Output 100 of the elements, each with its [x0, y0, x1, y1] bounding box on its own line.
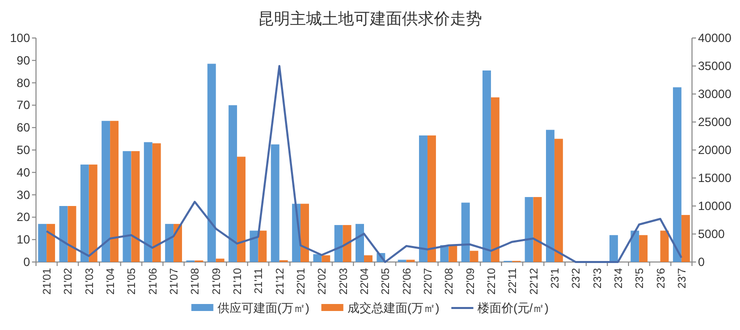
y-tick-label: 70 — [16, 98, 30, 112]
x-tick-label: 23'1 — [549, 268, 562, 288]
bar — [524, 197, 534, 262]
line-series — [46, 65, 682, 263]
x-tick-label: 23'2 — [570, 268, 583, 288]
legend-label: 供应可建面(万㎡) — [217, 301, 310, 315]
x-tick-label: 22'11 — [507, 268, 520, 294]
x-tick-label: 21'03 — [84, 268, 96, 295]
legend-label: 成交总建面(万㎡) — [347, 301, 440, 315]
y-tick-label: 20 — [16, 210, 30, 224]
x-tick-label: 21'04 — [105, 268, 118, 295]
bar — [419, 135, 428, 262]
x-tick-label: 22'08 — [444, 268, 456, 295]
x-tick-label: 21'08 — [190, 268, 202, 295]
bar — [681, 214, 690, 262]
bar — [88, 164, 98, 262]
x-tick-label: 23'7 — [676, 268, 688, 288]
y2-tick-label: 5000 — [698, 227, 726, 241]
y-tick-label: 0 — [23, 255, 30, 269]
bar — [68, 206, 76, 262]
bar — [356, 224, 364, 262]
x-tick-label: 22'05 — [380, 268, 392, 295]
bar — [258, 230, 267, 262]
x-tick-label: 23'3 — [592, 268, 604, 288]
x-tick-label: 22'01 — [296, 268, 308, 295]
title: 昆明主城土地可建面供求价走势 — [258, 11, 482, 28]
bar — [144, 142, 152, 262]
bar — [237, 156, 246, 262]
bar — [80, 164, 89, 262]
bar — [461, 202, 470, 262]
bar — [250, 230, 258, 262]
bar — [38, 224, 47, 262]
bar — [228, 105, 238, 262]
y-tick-label: 40 — [16, 165, 30, 180]
bar — [207, 64, 216, 262]
y-tick-label: 60 — [16, 120, 30, 135]
bar — [672, 87, 682, 262]
y-tick-label: 100 — [10, 31, 30, 45]
y2-tick-label: 10000 — [698, 199, 732, 213]
bar — [448, 245, 458, 262]
x-tick-label: 23'5 — [634, 268, 646, 288]
x-tick-label: 22'03 — [338, 268, 350, 295]
x-tick-label: 21'11 — [253, 268, 266, 294]
bar — [59, 206, 68, 262]
y2-tick-label: 0 — [698, 255, 705, 269]
y-tick-label: 30 — [16, 188, 30, 202]
bar — [174, 224, 182, 262]
y-tick-label: 50 — [16, 143, 30, 157]
y2-tick-label: 30000 — [698, 87, 732, 101]
y2-tick-label: 35000 — [698, 59, 732, 73]
x-tick-label: 22'06 — [401, 268, 414, 295]
bar — [364, 255, 372, 262]
y2-tick-label: 15000 — [698, 171, 732, 185]
bar — [470, 250, 478, 262]
x-tick-label: 21'06 — [147, 268, 160, 295]
bar — [490, 97, 500, 262]
bar — [165, 224, 174, 262]
x-tick-label: 21'07 — [168, 268, 181, 295]
bar — [102, 120, 110, 262]
bar — [554, 138, 563, 262]
x-tick-label: 22'09 — [464, 268, 477, 295]
bar — [300, 204, 309, 262]
x-tick-label: 23'6 — [655, 268, 668, 288]
x-tick-label: 23'4 — [612, 268, 625, 288]
bar — [216, 258, 224, 262]
x-tick-label: 22'07 — [422, 268, 434, 295]
bar — [546, 130, 554, 262]
x-tick-label: 22'12 — [528, 268, 540, 295]
bar — [609, 235, 618, 262]
bar — [427, 135, 436, 262]
x-tick-label: 21'12 — [274, 268, 286, 295]
x-tick-label: 22'02 — [316, 268, 329, 295]
y-tick-label: 80 — [16, 76, 30, 90]
bar — [660, 230, 669, 262]
bar — [131, 151, 140, 262]
bar — [639, 235, 648, 262]
bar — [482, 70, 491, 262]
bar — [270, 144, 280, 262]
bar — [533, 197, 542, 262]
x-tick-label: 22'04 — [359, 268, 371, 295]
x-tick-label: 21'09 — [210, 268, 223, 295]
bar — [322, 255, 330, 262]
x-tick-label: 21'02 — [62, 268, 75, 295]
y2-tick-label: 40000 — [698, 31, 732, 45]
y2-tick-label: 25000 — [698, 115, 732, 129]
x-tick-label: 21'05 — [126, 268, 138, 295]
bar — [334, 225, 343, 262]
bar — [313, 254, 322, 262]
x-tick-label: 21'10 — [232, 268, 244, 295]
bar — [122, 151, 132, 262]
x-tick-label: 22'10 — [486, 268, 498, 295]
legend-label: 楼面价(元/㎡) — [477, 301, 549, 315]
bar — [152, 143, 161, 262]
bar — [110, 120, 119, 262]
y-tick-label: 90 — [16, 53, 30, 68]
y-tick-label: 10 — [16, 232, 30, 247]
y2-tick-label: 20000 — [698, 143, 732, 157]
bar — [630, 230, 640, 262]
bar — [46, 224, 56, 262]
x-tick-label: 21'01 — [42, 268, 54, 295]
